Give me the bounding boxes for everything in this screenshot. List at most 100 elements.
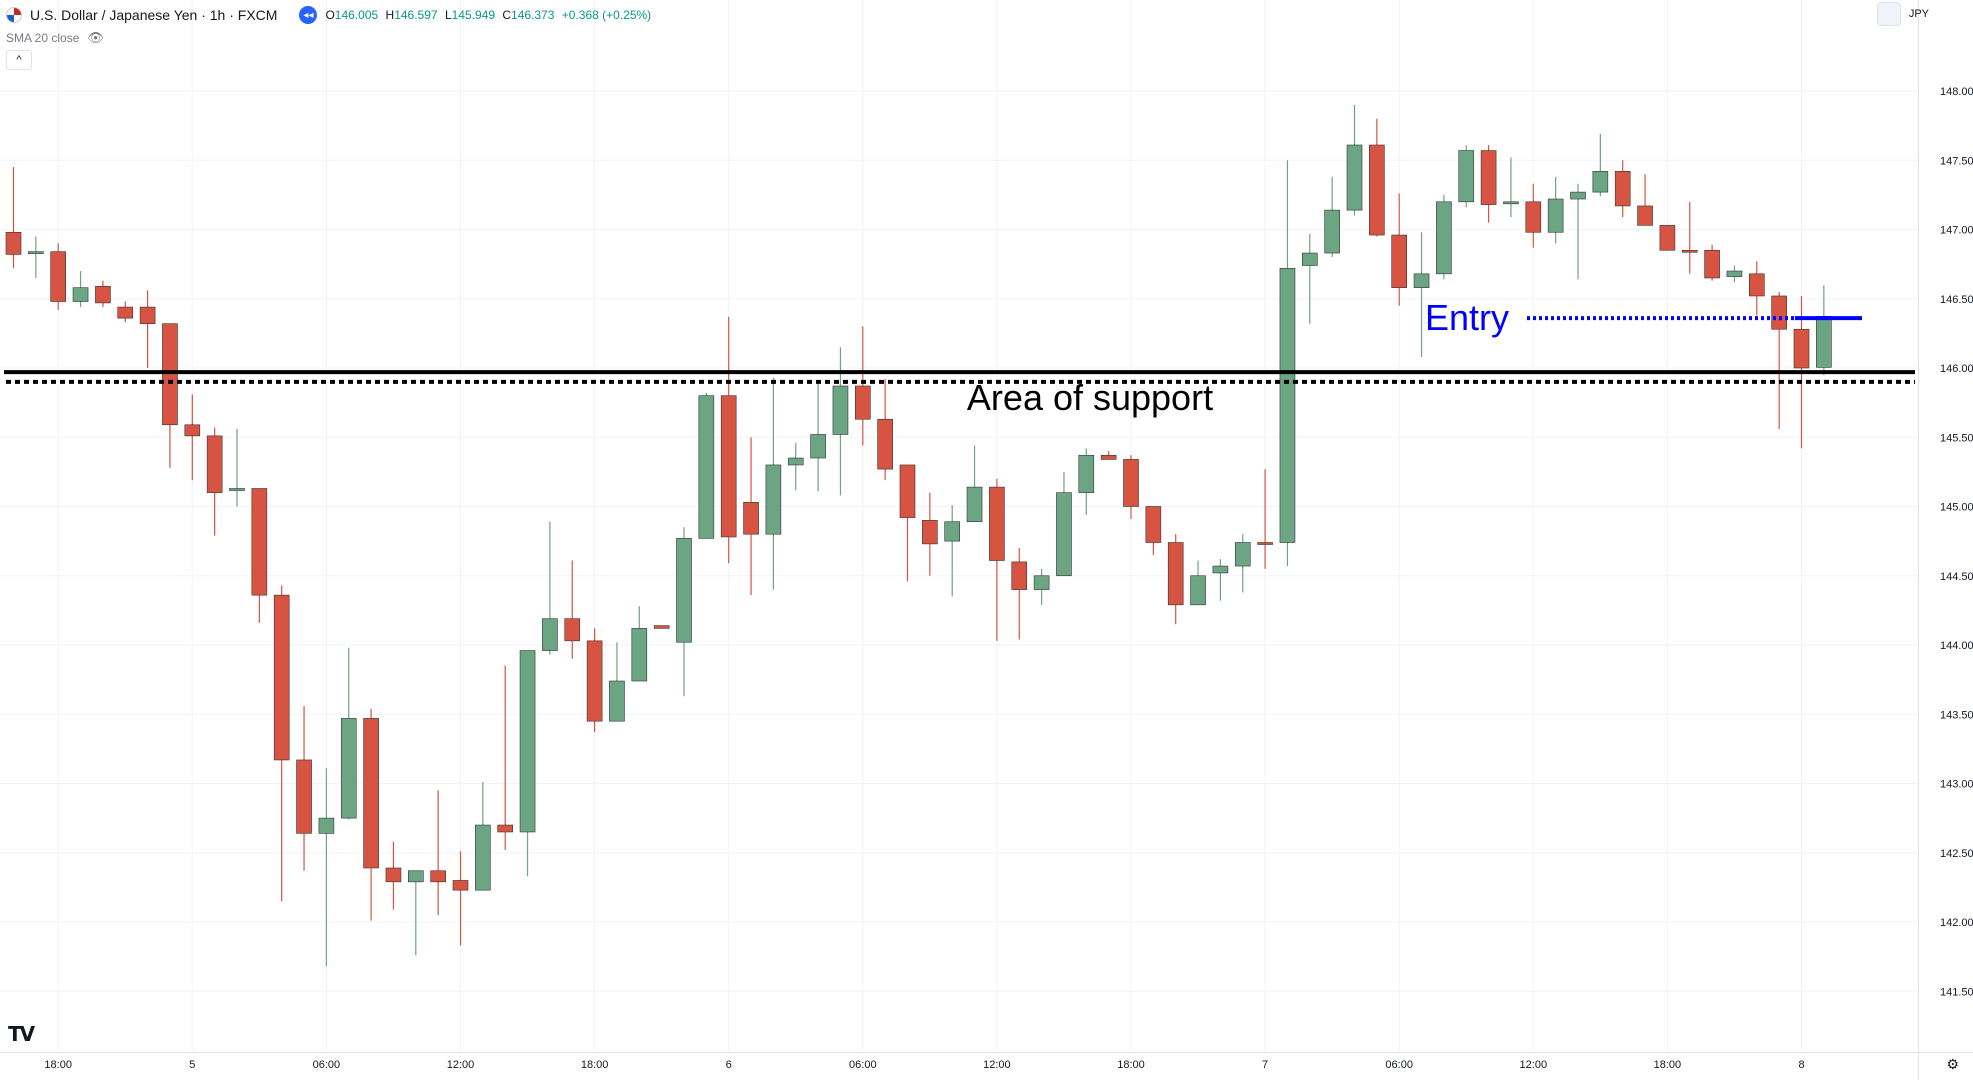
- price-tick-label: 145.500: [1940, 432, 1973, 444]
- close-label: C: [502, 8, 512, 22]
- candle-body: [1302, 252, 1318, 266]
- candle-body: [5, 231, 22, 255]
- candle-body: [407, 870, 424, 883]
- candle-body: [854, 385, 871, 420]
- scale-settings-icon[interactable]: [1876, 2, 1901, 26]
- currency-selector[interactable]: JPY: [1876, 2, 1929, 26]
- collapse-indicators-button[interactable]: ^: [6, 50, 32, 70]
- tradingview-logo[interactable]: TV: [8, 1022, 35, 1046]
- time-tick-label: 18:00: [581, 1059, 609, 1071]
- candle-body: [497, 824, 514, 833]
- candle-body: [1190, 575, 1206, 606]
- candle-body: [139, 306, 156, 324]
- candle-body: [50, 251, 67, 302]
- candle-body: [385, 867, 402, 883]
- candle-body: [1324, 209, 1340, 254]
- time-tick-label: 06:00: [849, 1059, 877, 1071]
- candle-body: [1458, 150, 1475, 203]
- candle-body: [1592, 171, 1609, 193]
- open-label: O: [325, 8, 335, 22]
- price-tick-label: 146.000: [1940, 363, 1973, 375]
- candle-body: [1525, 201, 1542, 233]
- time-tick-label: 06:00: [1385, 1059, 1413, 1071]
- candle-body: [251, 488, 268, 596]
- time-tick-label: 06:00: [313, 1059, 341, 1071]
- candle-body: [676, 538, 692, 643]
- candle-body: [564, 618, 581, 642]
- candle-body: [318, 817, 335, 834]
- price-tick-label: 143.500: [1940, 709, 1973, 721]
- candle-body: [765, 464, 782, 535]
- candle-body: [117, 306, 134, 319]
- candle-body: [28, 251, 44, 254]
- candle-body: [1033, 575, 1050, 590]
- candle-body: [1659, 225, 1676, 251]
- candle-body: [1145, 506, 1162, 543]
- candle-body: [184, 424, 201, 437]
- candle-body: [1346, 144, 1363, 211]
- candle-body: [1503, 201, 1519, 205]
- indicator-label[interactable]: SMA 20 close: [6, 31, 80, 45]
- candle-body: [273, 594, 290, 761]
- candle-body: [922, 520, 938, 545]
- open-value: 146.005: [334, 8, 379, 22]
- candle-body: [1681, 249, 1698, 253]
- time-tick-label: 5: [189, 1059, 195, 1071]
- price-tick-label: 147.500: [1940, 155, 1973, 167]
- price-tick-label: 144.500: [1940, 571, 1973, 583]
- currency-label[interactable]: JPY: [1908, 8, 1929, 20]
- candle-body: [631, 628, 648, 682]
- time-tick-label: 6: [726, 1059, 732, 1071]
- time-tick-label: 12:00: [1520, 1059, 1548, 1071]
- candle-body: [1793, 328, 1810, 369]
- candle-body: [1771, 295, 1787, 330]
- price-axis: 141.500 142.000 142.500 143.000 143.500 144.0…: [1940, 86, 1973, 998]
- candle-body: [519, 650, 536, 833]
- collapse-legend-icon[interactable]: ◂◂: [299, 6, 318, 24]
- candle-body: [430, 870, 446, 883]
- candle-body: [95, 285, 111, 304]
- candle-body: [1570, 191, 1586, 200]
- candle-body: [1726, 270, 1743, 277]
- candle-body: [586, 640, 603, 722]
- symbol-title[interactable]: U.S. Dollar / Japanese Yen · 1h · FXCM: [30, 7, 278, 23]
- candle-body: [452, 880, 469, 891]
- time-axis: 18:00 5 06:00 12:00 18:00 6 06:00 12:00 18:00 7 06…: [44, 1059, 1804, 1071]
- eye-hidden-icon[interactable]: 👁: [87, 30, 104, 45]
- candle-body: [1257, 542, 1273, 545]
- candle-body: [1413, 273, 1430, 288]
- candle-body: [1234, 542, 1251, 567]
- symbol-legend[interactable]: U.S. Dollar / Japanese Yen · 1h · FXCM ◂…: [6, 6, 655, 24]
- support-area: Area of support: [4, 370, 1915, 418]
- candle-body: [1436, 201, 1452, 275]
- time-tick-label: 12:00: [983, 1059, 1011, 1071]
- ohlc-values: O146.005 H146.597 L145.949 C146.373 +0.3…: [325, 8, 655, 22]
- entry-marker: Entry: [1425, 297, 1862, 338]
- candle-body: [475, 824, 491, 891]
- gear-icon[interactable]: ⚙: [1946, 1056, 1959, 1072]
- candle-body: [72, 287, 89, 302]
- candle-body: [698, 395, 715, 539]
- candle-body: [1078, 454, 1095, 493]
- time-tick-label: 7: [1262, 1059, 1268, 1071]
- candle-body: [966, 486, 983, 523]
- candle-body: [989, 486, 1005, 561]
- candle-body: [1056, 492, 1072, 577]
- price-tick-label: 146.500: [1940, 294, 1973, 306]
- candle-body: [340, 718, 357, 819]
- change-value: +0.368 (+0.25%): [561, 8, 652, 22]
- candle-body: [609, 680, 625, 722]
- entry-label: Entry: [1425, 297, 1509, 338]
- candle-body: [206, 435, 223, 493]
- candle-body: [1279, 267, 1296, 543]
- close-value: 146.373: [511, 8, 555, 22]
- usd-jpy-flag-icon: [6, 7, 22, 23]
- candle-body: [653, 625, 670, 629]
- candle-body: [1167, 542, 1184, 606]
- candle-body: [832, 385, 849, 435]
- indicator-legend[interactable]: SMA 20 close 👁: [6, 30, 104, 46]
- candle-body: [1547, 198, 1564, 233]
- candle-body: [1011, 561, 1028, 590]
